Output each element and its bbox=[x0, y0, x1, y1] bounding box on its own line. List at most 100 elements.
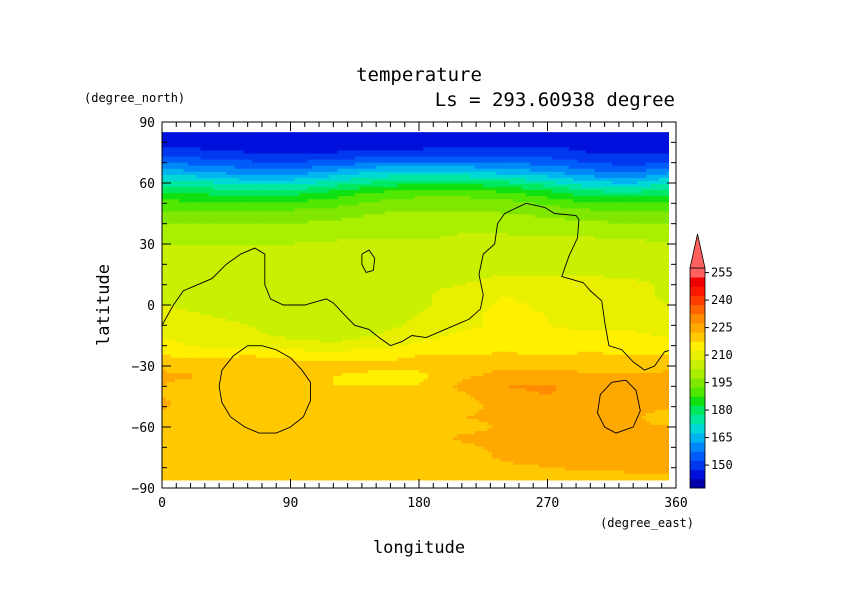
heatmap-cell bbox=[419, 245, 424, 249]
heatmap-cell bbox=[496, 168, 501, 173]
heatmap-cell bbox=[594, 214, 600, 219]
heatmap-cell bbox=[444, 193, 450, 197]
heatmap-cell bbox=[521, 226, 527, 231]
heatmap-cell bbox=[200, 202, 206, 206]
heatmap-cell bbox=[564, 238, 570, 243]
heatmap-cell bbox=[329, 174, 334, 179]
heatmap-cell bbox=[598, 214, 604, 219]
heatmap-cell bbox=[217, 187, 223, 191]
heatmap-cell bbox=[419, 187, 424, 191]
heatmap-cell bbox=[303, 141, 309, 145]
heatmap-cell bbox=[299, 147, 304, 152]
heatmap-cell bbox=[470, 214, 476, 219]
heatmap-cell bbox=[603, 241, 609, 246]
heatmap-cell bbox=[286, 168, 292, 173]
heatmap-cell bbox=[371, 232, 377, 237]
heatmap-cell bbox=[646, 144, 651, 149]
heatmap-cell bbox=[590, 193, 596, 197]
heatmap-cell bbox=[448, 202, 454, 206]
heatmap-cell bbox=[311, 168, 317, 173]
heatmap-cell bbox=[354, 180, 360, 185]
heatmap-cell bbox=[273, 232, 279, 237]
heatmap-cell bbox=[251, 205, 257, 210]
heatmap-cell bbox=[581, 156, 587, 161]
heatmap-cell bbox=[281, 187, 287, 191]
heatmap-cell bbox=[448, 144, 454, 149]
heatmap-cell bbox=[487, 165, 493, 170]
heatmap-cell bbox=[483, 257, 489, 261]
heatmap-cell bbox=[483, 193, 489, 197]
heatmap-cell bbox=[311, 141, 317, 145]
heatmap-cell bbox=[620, 226, 626, 231]
heatmap-cell bbox=[487, 208, 493, 213]
heatmap-cell bbox=[179, 138, 185, 142]
heatmap-cell bbox=[423, 162, 429, 167]
heatmap-cell bbox=[324, 156, 330, 161]
heatmap-cell bbox=[431, 156, 437, 161]
heatmap-cell bbox=[496, 251, 501, 255]
heatmap-cell bbox=[491, 165, 497, 170]
heatmap-cell bbox=[538, 196, 544, 200]
heatmap-cell bbox=[299, 232, 304, 237]
heatmap-cell bbox=[299, 257, 304, 261]
heatmap-cell bbox=[294, 211, 300, 216]
heatmap-cell bbox=[333, 248, 339, 252]
heatmap-cell bbox=[483, 208, 489, 213]
heatmap-cell bbox=[534, 153, 540, 158]
heatmap-cell bbox=[371, 156, 377, 161]
heatmap-cell bbox=[251, 174, 257, 179]
heatmap-cell bbox=[440, 251, 446, 255]
heatmap-cell bbox=[204, 202, 210, 206]
heatmap-cell bbox=[551, 135, 557, 139]
heatmap-cell bbox=[478, 229, 484, 234]
heatmap-cell bbox=[380, 141, 386, 145]
heatmap-cell bbox=[226, 168, 232, 173]
heatmap-cell bbox=[209, 235, 214, 240]
heatmap-cell bbox=[543, 144, 549, 149]
heatmap-cell bbox=[436, 257, 442, 261]
heatmap-cell bbox=[196, 165, 202, 170]
heatmap-cell bbox=[196, 251, 202, 255]
heatmap-cell bbox=[277, 220, 283, 225]
heatmap-cell bbox=[658, 193, 664, 197]
heatmap-cell bbox=[611, 251, 617, 255]
heatmap-cell bbox=[363, 223, 369, 228]
heatmap-cell bbox=[239, 208, 244, 213]
heatmap-cell bbox=[341, 144, 347, 149]
heatmap-cell bbox=[316, 132, 322, 136]
heatmap-cell bbox=[226, 193, 232, 197]
heatmap-cell bbox=[620, 251, 626, 255]
heatmap-cell bbox=[573, 153, 579, 158]
heatmap-cell bbox=[658, 132, 664, 136]
heatmap-cell bbox=[478, 147, 484, 152]
heatmap-cell bbox=[350, 193, 356, 197]
heatmap-cell bbox=[654, 147, 660, 152]
heatmap-cell bbox=[183, 165, 189, 170]
heatmap-cell bbox=[590, 153, 596, 158]
heatmap-cell bbox=[329, 238, 334, 243]
heatmap-cell bbox=[427, 135, 433, 139]
heatmap-cell bbox=[363, 132, 369, 136]
heatmap-cell bbox=[444, 171, 450, 176]
heatmap-cell bbox=[658, 174, 664, 179]
heatmap-cell bbox=[367, 165, 373, 170]
heatmap-cell bbox=[221, 177, 227, 182]
heatmap-cell bbox=[311, 138, 317, 142]
heatmap-cell bbox=[269, 223, 274, 228]
heatmap-cell bbox=[521, 254, 527, 258]
heatmap-cell bbox=[560, 171, 566, 176]
heatmap-cell bbox=[234, 232, 240, 237]
heatmap-cell bbox=[371, 153, 377, 158]
heatmap-cell bbox=[594, 226, 600, 231]
heatmap-cell bbox=[431, 138, 437, 142]
heatmap-cell bbox=[633, 162, 639, 167]
heatmap-cell bbox=[200, 156, 206, 161]
heatmap-cell bbox=[504, 184, 510, 188]
heatmap-cell bbox=[367, 144, 373, 149]
heatmap-cell bbox=[658, 156, 664, 161]
heatmap-cell bbox=[530, 141, 536, 145]
heatmap-cell bbox=[573, 144, 579, 149]
heatmap-cell bbox=[209, 153, 214, 158]
heatmap-cell bbox=[286, 193, 292, 197]
heatmap-cell bbox=[200, 138, 206, 142]
